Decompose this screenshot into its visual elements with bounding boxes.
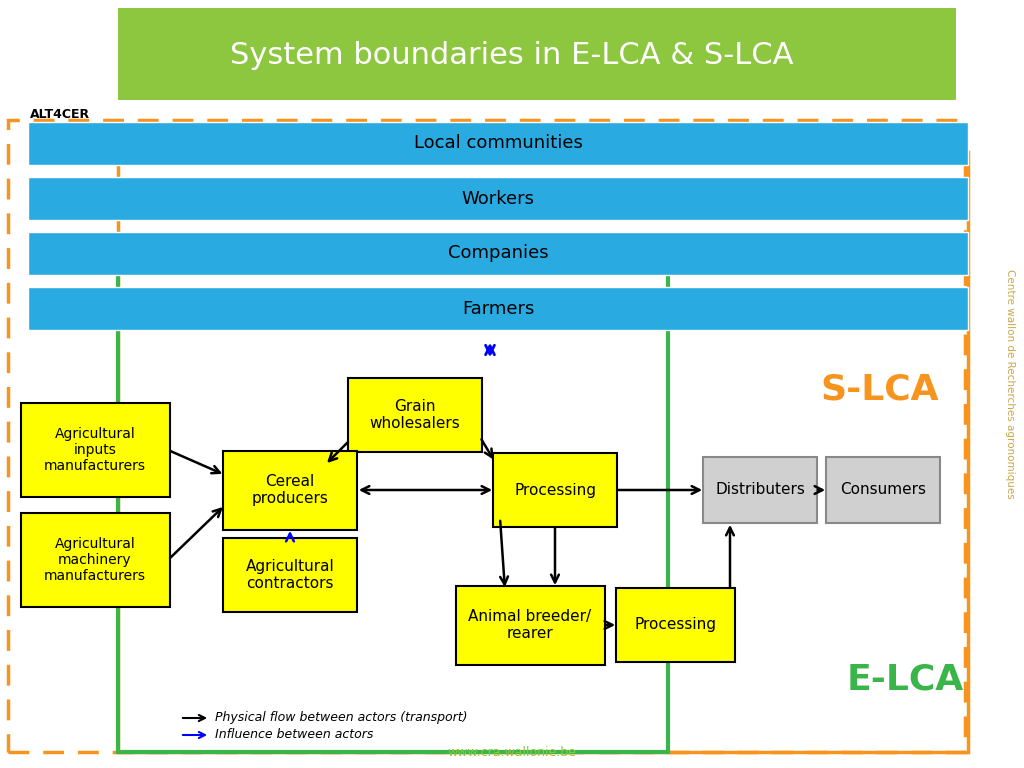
Text: Physical flow between actors (transport): Physical flow between actors (transport): [215, 711, 468, 724]
Text: ALT4CER: ALT4CER: [30, 108, 90, 121]
Text: Agricultural
contractors: Agricultural contractors: [246, 559, 335, 591]
Text: Grain
wholesalers: Grain wholesalers: [370, 399, 461, 431]
Bar: [8, 120, 965, 752]
Text: Farmers: Farmers: [462, 300, 535, 317]
FancyBboxPatch shape: [28, 287, 968, 330]
Text: www.cra.wallonie.be: www.cra.wallonie.be: [447, 746, 577, 759]
Text: Agricultural
machinery
manufacturers: Agricultural machinery manufacturers: [44, 537, 146, 583]
Text: Local communities: Local communities: [414, 134, 583, 153]
FancyBboxPatch shape: [456, 585, 604, 664]
FancyBboxPatch shape: [493, 453, 617, 527]
Text: Workers: Workers: [462, 190, 535, 207]
Text: Distributers: Distributers: [715, 482, 805, 498]
FancyBboxPatch shape: [28, 232, 968, 275]
Text: Cereal
producers: Cereal producers: [252, 474, 329, 506]
FancyBboxPatch shape: [118, 8, 956, 100]
Text: Consumers: Consumers: [840, 482, 926, 498]
Text: S-LCA: S-LCA: [820, 373, 939, 407]
Text: Processing: Processing: [634, 617, 716, 633]
Text: E-LCA: E-LCA: [847, 663, 964, 697]
FancyBboxPatch shape: [703, 457, 817, 523]
FancyBboxPatch shape: [223, 451, 357, 529]
FancyBboxPatch shape: [20, 403, 170, 497]
Text: Agricultural
inputs
manufacturers: Agricultural inputs manufacturers: [44, 427, 146, 473]
Text: Companies: Companies: [447, 244, 548, 263]
FancyBboxPatch shape: [28, 177, 968, 220]
FancyBboxPatch shape: [348, 378, 482, 452]
Text: Centre wallon de Recherches agronomiques: Centre wallon de Recherches agronomiques: [1005, 269, 1015, 499]
Text: Processing: Processing: [514, 482, 596, 498]
Bar: [118, 262, 668, 752]
Text: System boundaries in E-LCA & S-LCA: System boundaries in E-LCA & S-LCA: [230, 41, 794, 69]
Text: Animal breeder/
rearer: Animal breeder/ rearer: [468, 609, 592, 641]
FancyBboxPatch shape: [615, 588, 734, 662]
FancyBboxPatch shape: [223, 538, 357, 612]
FancyBboxPatch shape: [28, 122, 968, 165]
Text: Influence between actors: Influence between actors: [215, 729, 374, 741]
FancyBboxPatch shape: [20, 513, 170, 607]
FancyBboxPatch shape: [826, 457, 940, 523]
Bar: [118, 152, 968, 752]
